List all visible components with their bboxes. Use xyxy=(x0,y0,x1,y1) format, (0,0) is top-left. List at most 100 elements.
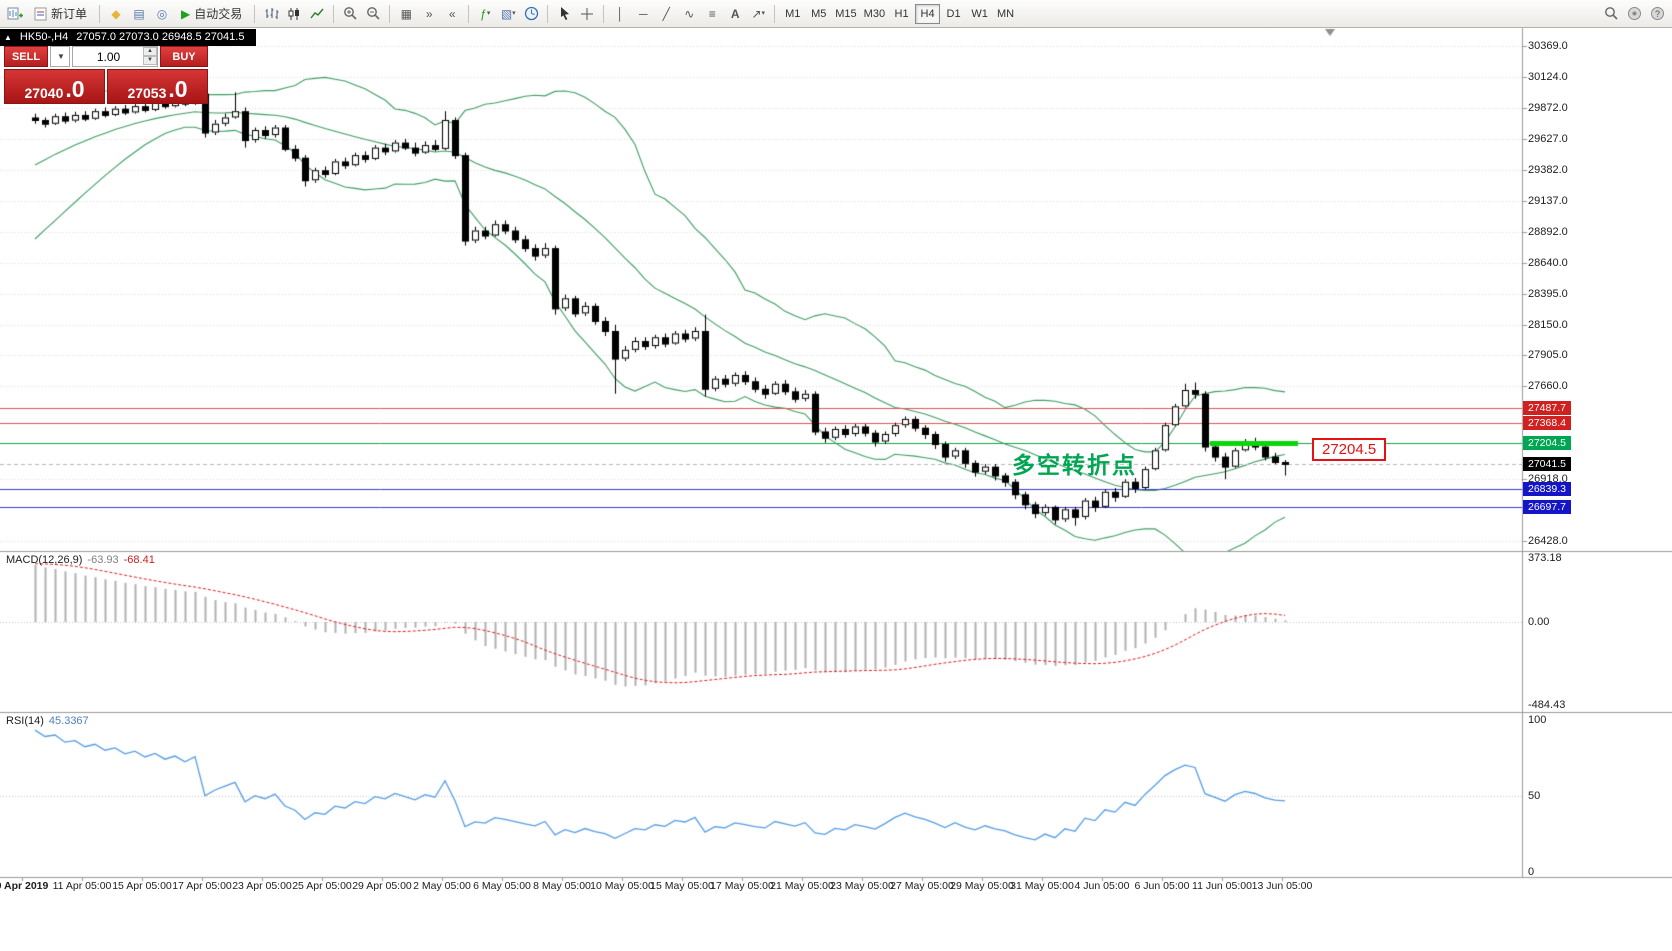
timeframe-d1-button[interactable]: D1 xyxy=(941,4,966,24)
indicators-icon: ƒ xyxy=(480,6,487,21)
auto-scroll-button[interactable]: » xyxy=(418,3,440,25)
refresh-button[interactable] xyxy=(520,3,542,25)
volume-down-button[interactable]: ▼ xyxy=(143,56,157,65)
market-watch-button[interactable]: ▤ xyxy=(128,3,150,25)
zoom-out-icon xyxy=(366,7,380,20)
rsi-indicator-label: RSI(14) 45.3367 xyxy=(6,715,89,727)
rsi-name: RSI(14) xyxy=(6,715,44,727)
chart-window-icon: ▲ xyxy=(4,32,12,42)
toolbar-separator xyxy=(99,4,101,23)
community-icon xyxy=(1627,7,1641,20)
sell-price-frac: .0 xyxy=(65,76,85,103)
fibonacci-icon: ≡ xyxy=(708,6,716,21)
timeframe-m5-button[interactable]: M5 xyxy=(806,4,831,24)
market-watch-icon: ▤ xyxy=(133,6,145,21)
line-chart-mode-button[interactable] xyxy=(306,3,328,25)
horizontal-line-icon: ─ xyxy=(639,6,648,21)
sell-price-main: 27040 xyxy=(24,85,64,101)
sell-price-button[interactable]: 27040 .0 xyxy=(4,69,105,104)
horizontal-line-tool-button[interactable]: ─ xyxy=(632,3,654,25)
chart-shift-icon: « xyxy=(448,6,456,21)
wave-tool-button[interactable]: ∿ xyxy=(678,3,700,25)
tile-windows-button[interactable]: ▦ xyxy=(395,3,417,25)
candlestick-mode-button[interactable] xyxy=(283,3,305,25)
navigator-icon: ◎ xyxy=(156,6,168,21)
text-tool-button[interactable]: A xyxy=(724,3,746,25)
search-button[interactable] xyxy=(1600,3,1622,25)
dropdown-arrow-icon: ▾ xyxy=(486,10,491,17)
price-level-tag: 27204.5 xyxy=(1312,438,1387,461)
buy-button[interactable]: BUY xyxy=(160,46,208,67)
toolbar-separator xyxy=(389,4,391,23)
chart-ohlc-label: ▲ HK50-,H4 27057.0 27073.0 26948.5 27041… xyxy=(0,29,257,46)
toolbar-separator xyxy=(603,4,605,23)
timeframe-w1-button[interactable]: W1 xyxy=(967,4,992,24)
new-chart-icon xyxy=(7,7,23,20)
search-icon xyxy=(1604,7,1618,20)
timeframe-mn-button[interactable]: MN xyxy=(993,4,1018,24)
metaeditor-icon: ◆ xyxy=(111,6,121,21)
macd-signal-value: -68.41 xyxy=(123,554,155,566)
timeframe-m30-button[interactable]: M30 xyxy=(861,4,888,24)
volume-up-button[interactable]: ▲ xyxy=(143,47,157,56)
timeframe-h1-button[interactable]: H1 xyxy=(889,4,914,24)
vertical-line-tool-button[interactable]: │ xyxy=(609,3,631,25)
community-button[interactable] xyxy=(1623,3,1645,25)
chart-shift-button[interactable]: « xyxy=(441,3,463,25)
crosshair-icon xyxy=(581,7,594,20)
navigator-button[interactable]: ◎ xyxy=(151,3,173,25)
auto-scroll-icon: » xyxy=(425,6,433,21)
chart-ohlc-values: 27057.0 27073.0 26948.5 27041.5 xyxy=(76,31,245,43)
crosshair-tool-button[interactable] xyxy=(576,3,598,25)
one-click-trading-panel: SELL ▼ ▲ ▼ BUY 27040 .0 27053 .0 xyxy=(4,46,208,104)
metaeditor-button[interactable]: ◆ xyxy=(105,3,127,25)
zoom-in-icon xyxy=(343,7,357,20)
cursor-tool-button[interactable] xyxy=(553,3,575,25)
buy-price-main: 27053 xyxy=(127,85,167,101)
autotrading-button[interactable]: ▶ 自动交易 xyxy=(174,3,249,25)
chart-annotation-text: 多空转折点 xyxy=(1012,452,1137,478)
tile-windows-icon: ▦ xyxy=(400,6,412,21)
autotrading-play-icon: ▶ xyxy=(181,6,191,21)
timeframe-m15-button[interactable]: M15 xyxy=(832,4,859,24)
vertical-line-icon: │ xyxy=(616,6,625,21)
trendline-icon: ╱ xyxy=(662,6,670,21)
timeframe-m1-button[interactable]: M1 xyxy=(780,4,805,24)
toolbar-separator xyxy=(333,4,335,23)
new-chart-button[interactable] xyxy=(4,3,26,25)
toolbar-separator xyxy=(254,4,256,23)
timeframe-h4-button[interactable]: H4 xyxy=(915,3,941,24)
rsi-value: 45.3367 xyxy=(48,715,89,727)
templates-icon: ▧ xyxy=(500,6,513,21)
dropdown-arrow-icon: ▾ xyxy=(512,10,516,17)
main-toolbar: 新订单 ◆ ▤ ◎ ▶ 自动交易 ▦ » « ƒ ▾ ▧ ▾ │ ─ ╱ ∿ ≡ A… xyxy=(0,0,1672,28)
dropdown-arrow-icon: ▾ xyxy=(761,10,766,17)
buy-price-button[interactable]: 27053 .0 xyxy=(107,69,208,104)
arrow-tool-icon: ↗ xyxy=(751,6,762,21)
new-order-label: 新订单 xyxy=(51,7,88,21)
help-button[interactable]: ? xyxy=(1646,3,1668,25)
help-icon: ? xyxy=(1650,7,1664,20)
line-chart-icon xyxy=(310,8,324,18)
candlestick-icon xyxy=(288,7,300,20)
sell-button[interactable]: SELL xyxy=(4,46,48,67)
volume-dropdown-button[interactable]: ▼ xyxy=(50,46,70,67)
new-order-button[interactable]: 新订单 xyxy=(27,3,94,25)
zoom-in-button[interactable] xyxy=(339,3,361,25)
toolbar-separator xyxy=(774,4,776,23)
templates-button[interactable]: ▧ ▾ xyxy=(497,3,519,25)
new-order-icon xyxy=(34,7,47,20)
cursor-icon xyxy=(560,7,569,20)
fibonacci-tool-button[interactable]: ≡ xyxy=(701,3,723,25)
trendline-tool-button[interactable]: ╱ xyxy=(655,3,677,25)
macd-indicator-label: MACD(12,26,9) -63.93 -68.41 xyxy=(6,554,155,566)
volume-input[interactable] xyxy=(72,46,158,67)
arrows-tool-button[interactable]: ↗ ▾ xyxy=(747,3,769,25)
volume-spinner: ▲ ▼ xyxy=(143,47,157,65)
bar-chart-mode-button[interactable] xyxy=(260,3,282,25)
indicators-button[interactable]: ƒ ▾ xyxy=(474,3,496,25)
chart-symbol-period: HK50-,H4 xyxy=(19,31,69,43)
zoom-out-button[interactable] xyxy=(362,3,384,25)
wave-icon: ∿ xyxy=(684,6,695,21)
